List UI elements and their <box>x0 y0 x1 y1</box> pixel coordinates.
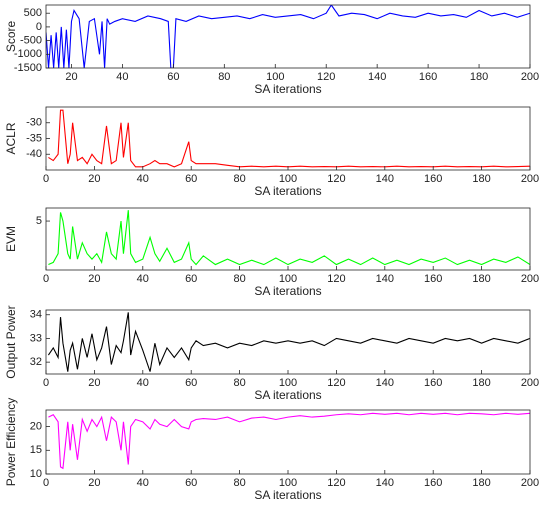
x-tick-label: 180 <box>472 273 490 285</box>
x-tick-label: 0 <box>43 377 49 389</box>
plot-area <box>48 210 530 266</box>
x-tick-label: 120 <box>327 377 345 389</box>
x-tick-label: 80 <box>233 377 245 389</box>
x-tick-label: 200 <box>521 377 539 389</box>
x-tick-label: 100 <box>279 377 297 389</box>
x-axis-label: SA iterations <box>254 388 321 402</box>
x-tick-label: 100 <box>279 273 297 285</box>
axes-box <box>45 4 531 69</box>
x-tick-label: 0 <box>43 173 49 185</box>
x-tick-label: 180 <box>472 377 490 389</box>
x-tick-label: 200 <box>521 477 539 489</box>
x-tick-label: 80 <box>218 71 230 83</box>
x-tick-label: 100 <box>279 477 297 489</box>
x-axis-label: SA iterations <box>254 184 321 198</box>
y-tick-label: 32 <box>30 356 42 368</box>
subplot: 0 20 40 60 80 100 120 140 160 180 200 -40 -35 -30 SA i… <box>4 106 539 198</box>
subplot: 0 20 40 60 80 100 120 140 160 180 200 10 15 20 SA iter… <box>4 398 539 502</box>
x-tick-label: 20 <box>88 377 100 389</box>
x-tick-label: 140 <box>376 477 394 489</box>
x-axis-label: SA iterations <box>254 488 321 502</box>
y-tick-label: -35 <box>26 132 42 144</box>
x-tick-label: 160 <box>419 71 437 83</box>
x-tick-label: 80 <box>233 173 245 185</box>
x-tick-label: 180 <box>472 173 490 185</box>
x-tick-label: 160 <box>424 273 442 285</box>
y-tick-label: 0 <box>36 21 42 33</box>
subplot: 0 20 40 60 80 100 120 140 160 180 200 32 33 34 SA iter… <box>4 305 539 402</box>
x-tick-label: 120 <box>327 477 345 489</box>
x-tick-label: 200 <box>521 173 539 185</box>
x-tick-label: 160 <box>424 377 442 389</box>
y-tick-label: 20 <box>30 420 42 432</box>
x-tick-label: 120 <box>327 173 345 185</box>
x-tick-label: 40 <box>137 377 149 389</box>
y-axis-label: Output Power <box>4 305 18 378</box>
y-axis-label: EVM <box>4 226 18 252</box>
y-tick-label: 33 <box>30 332 42 344</box>
x-tick-label: 140 <box>376 173 394 185</box>
y-tick-label: 10 <box>30 468 42 480</box>
data-line <box>48 412 530 470</box>
x-tick-label: 20 <box>65 71 77 83</box>
x-tick-label: 40 <box>137 477 149 489</box>
x-tick-label: 160 <box>424 173 442 185</box>
y-axis-label: ACLR <box>4 122 18 154</box>
x-tick-label: 40 <box>116 71 128 83</box>
x-tick-label: 60 <box>185 173 197 185</box>
x-tick-label: 20 <box>88 173 100 185</box>
y-tick-label: -500 <box>20 35 42 47</box>
plot-area <box>48 109 530 168</box>
x-tick-label: 140 <box>368 71 386 83</box>
data-line <box>47 312 530 372</box>
x-tick-label: 120 <box>317 71 335 83</box>
x-tick-label: 200 <box>521 273 539 285</box>
data-line <box>48 210 530 266</box>
x-tick-label: 60 <box>185 377 197 389</box>
x-tick-label: 80 <box>233 477 245 489</box>
x-tick-label: 20 <box>88 273 100 285</box>
x-tick-label: 180 <box>472 477 490 489</box>
axes-box <box>45 309 531 375</box>
y-axis-label: Power Efficiency <box>4 398 18 486</box>
y-axis-label: Score <box>4 21 18 53</box>
x-tick-label: 200 <box>521 71 539 83</box>
data-line <box>48 109 530 168</box>
x-tick-label: 60 <box>185 273 197 285</box>
plot-area <box>47 312 530 372</box>
y-tick-label: 500 <box>24 7 42 19</box>
x-tick-label: 120 <box>327 273 345 285</box>
x-tick-label: 140 <box>376 273 394 285</box>
axes-box <box>45 409 531 475</box>
y-tick-label: 34 <box>30 309 42 321</box>
y-tick-label: 15 <box>30 444 42 456</box>
y-tick-label: -1000 <box>14 48 42 60</box>
x-tick-label: 0 <box>43 273 49 285</box>
x-tick-label: 40 <box>137 273 149 285</box>
y-tick-label: -1500 <box>14 62 42 74</box>
x-tick-label: 60 <box>185 477 197 489</box>
plot-area <box>48 412 530 470</box>
y-tick-label: -40 <box>26 148 42 160</box>
x-tick-label: 180 <box>470 71 488 83</box>
x-tick-label: 140 <box>376 377 394 389</box>
x-axis-label: SA iterations <box>254 82 321 96</box>
plot-area <box>46 5 530 68</box>
x-tick-label: 100 <box>279 173 297 185</box>
x-axis-label: SA iterations <box>254 284 321 298</box>
data-line <box>46 5 530 68</box>
subplot: 0 20 40 60 80 100 120 140 160 180 200 5 SA iteration… <box>4 207 539 298</box>
subplot: 20 40 60 80 100 120 140 160 180 200 -1500 -1000-500… <box>4 4 539 96</box>
x-tick-label: 20 <box>88 477 100 489</box>
x-tick-label: 40 <box>137 173 149 185</box>
y-tick-label: 5 <box>36 215 42 227</box>
x-tick-label: 100 <box>266 71 284 83</box>
x-tick-label: 160 <box>424 477 442 489</box>
x-tick-label: 0 <box>43 477 49 489</box>
x-tick-label: 60 <box>167 71 179 83</box>
x-tick-label: 80 <box>233 273 245 285</box>
y-tick-label: -30 <box>26 117 42 129</box>
